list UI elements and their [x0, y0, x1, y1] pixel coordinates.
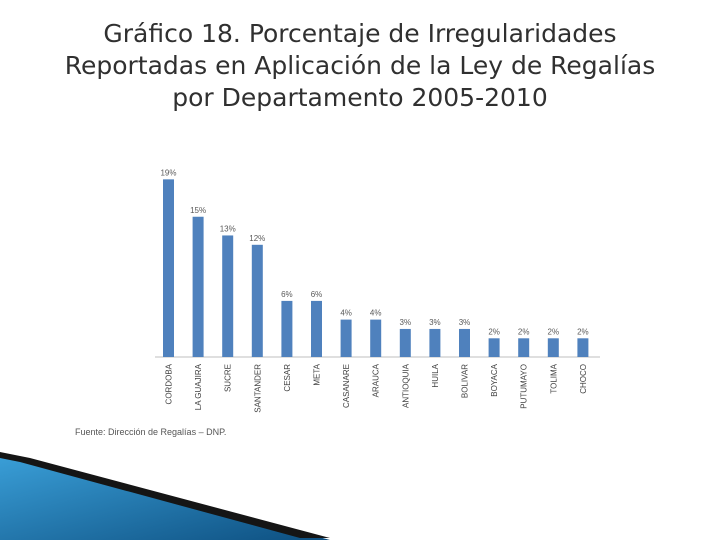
- bar-putumayo: [518, 338, 530, 357]
- bar-la-guajira: [192, 216, 204, 357]
- category-label: BOYACA: [490, 363, 499, 396]
- data-label: 19%: [160, 168, 176, 177]
- bar-meta: [311, 300, 322, 357]
- category-label: CASANARE: [342, 364, 351, 408]
- data-label: 6%: [311, 290, 323, 299]
- category-label: CHOCO: [579, 364, 588, 394]
- title-line-2: Reportadas en Aplicación de la Ley de Re…: [64, 51, 656, 80]
- bar-boyaca: [488, 338, 500, 357]
- data-label: 12%: [249, 234, 265, 243]
- data-label: 15%: [190, 206, 206, 215]
- data-label: 2%: [577, 327, 589, 336]
- data-label: 3%: [429, 318, 441, 327]
- bar-choco: [577, 338, 589, 357]
- category-label: SANTANDER: [253, 364, 262, 413]
- bar-cordoba: [163, 179, 174, 357]
- bar-huila: [429, 328, 441, 357]
- title-line-3: por Departamento 2005-2010: [172, 83, 548, 112]
- category-label: HUILA: [431, 363, 440, 387]
- bar-antioquia: [399, 328, 411, 357]
- title-line-1: Gráfico 18. Porcentaje de Irregularidade…: [103, 19, 617, 48]
- bar-tolima: [547, 338, 559, 357]
- data-label: 2%: [488, 327, 500, 336]
- data-label: 4%: [340, 309, 352, 318]
- bar-casanare: [340, 319, 352, 357]
- category-label: TOLIMA: [549, 363, 558, 393]
- source-note: Fuente: Dirección de Regalías – DNP.: [75, 427, 227, 437]
- data-label: 2%: [548, 327, 560, 336]
- bar-santander: [251, 244, 263, 357]
- bar-arauca: [370, 319, 382, 357]
- category-label: LA GUAJIRA: [194, 363, 203, 410]
- slide-title: Gráfico 18. Porcentaje de Irregularidade…: [20, 18, 700, 114]
- data-label: 6%: [281, 290, 293, 299]
- data-label: 3%: [400, 318, 412, 327]
- category-label: SUCRE: [224, 364, 233, 392]
- decor-dark-stripe: [0, 452, 330, 538]
- category-label: META: [313, 363, 322, 385]
- data-label: 3%: [459, 318, 471, 327]
- data-label: 2%: [518, 327, 530, 336]
- category-label: PUTUMAYO: [520, 364, 529, 409]
- category-label: CESAR: [283, 364, 292, 392]
- bar-cesar: [281, 300, 293, 357]
- data-label: 4%: [370, 309, 382, 318]
- category-label: CORDOBA: [165, 363, 174, 404]
- bar-sucre: [222, 235, 234, 357]
- data-label: 13%: [220, 224, 236, 233]
- category-label: ANTIOQUIA: [401, 363, 410, 408]
- bar-bolivar: [459, 328, 470, 357]
- category-label: BOLIVAR: [461, 364, 470, 398]
- category-label: ARAUCA: [372, 363, 381, 397]
